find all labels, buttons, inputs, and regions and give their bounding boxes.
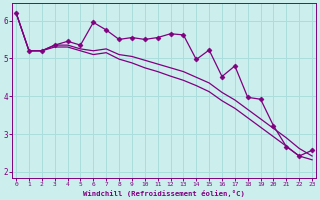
X-axis label: Windchill (Refroidissement éolien,°C): Windchill (Refroidissement éolien,°C) [83, 190, 245, 197]
